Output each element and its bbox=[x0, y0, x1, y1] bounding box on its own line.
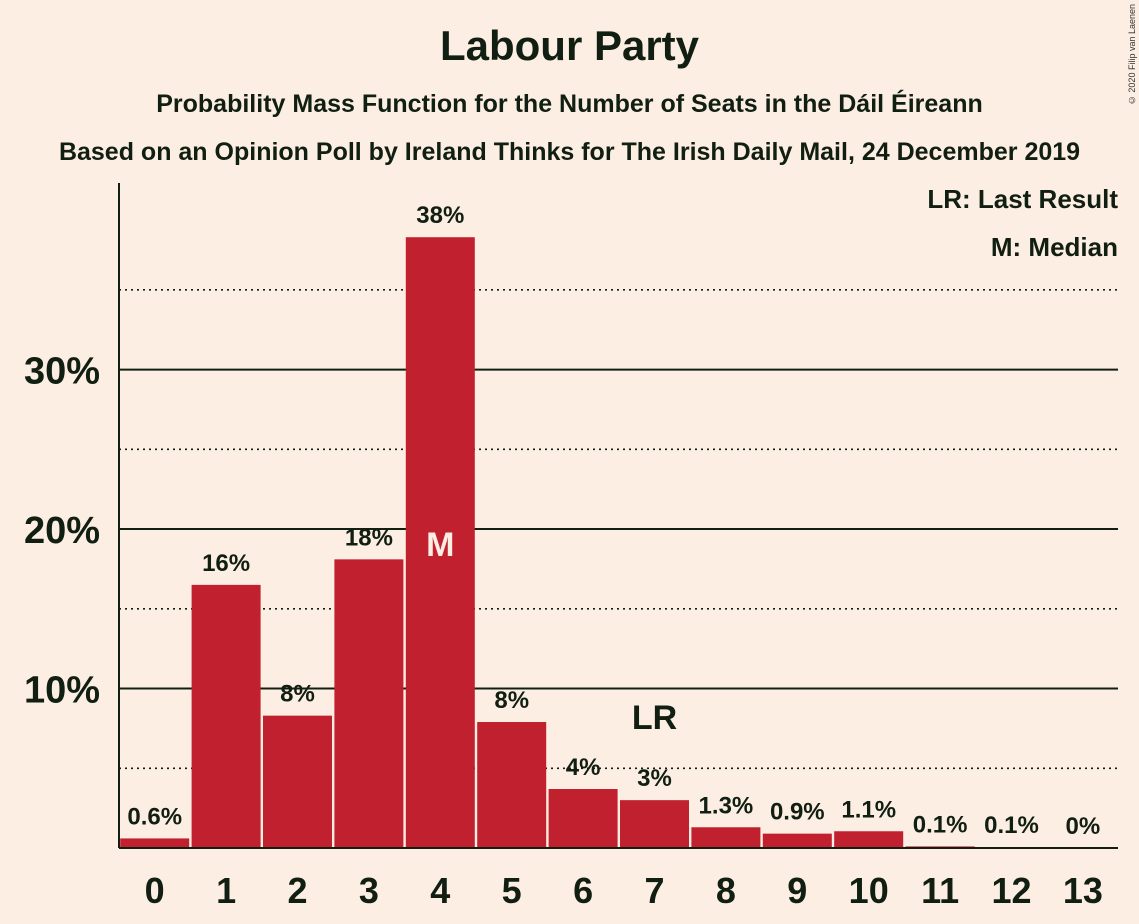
x-tick-label: 0 bbox=[145, 870, 165, 911]
x-tick-label: 10 bbox=[849, 870, 889, 911]
data-label: 0.1% bbox=[913, 811, 968, 838]
data-label: 1.1% bbox=[841, 796, 896, 823]
chart-source-line: Based on an Opinion Poll by Ireland Thin… bbox=[58, 138, 1081, 166]
data-label: 0.1% bbox=[984, 812, 1039, 839]
x-tick-label: 11 bbox=[921, 870, 959, 911]
bar bbox=[762, 833, 832, 848]
chart-title: Labour Party bbox=[439, 22, 700, 69]
bar bbox=[334, 559, 404, 848]
bar bbox=[191, 584, 261, 848]
data-label: 0.6% bbox=[127, 803, 182, 830]
bar bbox=[477, 722, 547, 848]
bar bbox=[405, 237, 475, 848]
x-tick-label: 12 bbox=[991, 870, 1031, 911]
x-tick-label: 7 bbox=[644, 870, 664, 911]
legend-last-result: LR: Last Result bbox=[927, 184, 1118, 214]
x-tick-label: 4 bbox=[430, 870, 450, 911]
data-label: 8% bbox=[280, 681, 315, 708]
x-tick-label: 6 bbox=[573, 870, 593, 911]
x-tick-label: 1 bbox=[216, 870, 236, 911]
x-tick-label: 13 bbox=[1063, 870, 1103, 911]
x-tick-label: 3 bbox=[359, 870, 379, 911]
data-label: 1.3% bbox=[699, 792, 754, 819]
bar bbox=[620, 800, 689, 848]
data-label: 38% bbox=[416, 202, 464, 229]
x-tick-label: 8 bbox=[716, 870, 736, 911]
data-label: 3% bbox=[637, 765, 672, 792]
legend-median: M: Median bbox=[990, 232, 1118, 262]
bar bbox=[263, 715, 332, 848]
data-label: 4% bbox=[566, 754, 601, 781]
bar bbox=[691, 827, 761, 848]
bar bbox=[120, 838, 190, 848]
data-label: 8% bbox=[494, 687, 529, 714]
y-tick-label: 10% bbox=[24, 670, 100, 712]
y-tick-label: 30% bbox=[24, 351, 100, 393]
bar bbox=[548, 788, 618, 848]
median-marker: M bbox=[426, 526, 454, 564]
x-tick-label: 9 bbox=[787, 870, 807, 911]
x-tick-label: 5 bbox=[502, 870, 522, 911]
data-label: 0% bbox=[1066, 813, 1101, 840]
x-tick-label: 2 bbox=[287, 870, 307, 911]
data-label: 0.9% bbox=[770, 799, 825, 826]
data-label: 16% bbox=[202, 550, 250, 577]
chart-subtitle: Probability Mass Function for the Number… bbox=[156, 90, 983, 118]
data-label: 18% bbox=[345, 524, 393, 551]
last-result-marker: LR bbox=[632, 699, 677, 737]
y-tick-label: 20% bbox=[24, 510, 100, 552]
bar bbox=[834, 831, 904, 848]
